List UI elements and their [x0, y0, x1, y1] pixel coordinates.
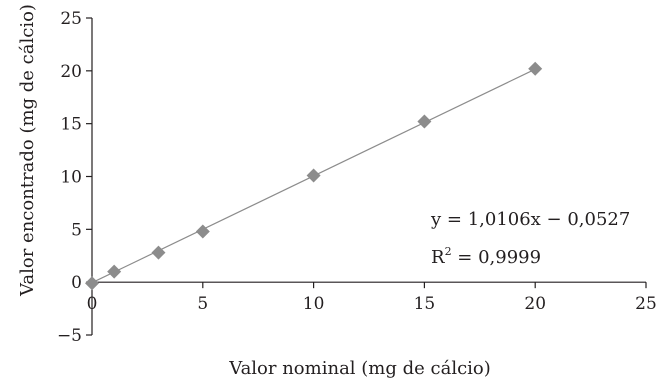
y-tick-label: 5: [71, 220, 82, 240]
data-point: [151, 245, 166, 260]
axes: [91, 18, 646, 335]
data-point: [195, 224, 210, 239]
y-tick-label: 15: [60, 115, 82, 135]
data-point: [528, 61, 543, 76]
r-squared-symbol: R: [431, 247, 445, 268]
data-point: [107, 264, 122, 279]
y-tick-label: 20: [60, 62, 82, 82]
data-points: [85, 61, 543, 291]
y-tick-label: −5: [57, 326, 82, 346]
x-tick-label: 5: [197, 294, 208, 314]
x-tick-label: 15: [414, 294, 436, 314]
x-tick-label: 20: [524, 294, 546, 314]
y-tick-label: 10: [60, 168, 82, 188]
regression-equation: y = 1,0106x − 0,0527: [430, 209, 630, 230]
data-point: [306, 168, 321, 183]
r-squared-exponent: 2: [445, 245, 452, 258]
y-axis-title: Valor encontrado (mg de cálcio): [17, 4, 38, 297]
r-squared-label: R2 = 0,9999: [431, 245, 541, 268]
r-squared-value: = 0,9999: [452, 247, 542, 268]
y-tick-label: 0: [71, 273, 82, 293]
data-point: [85, 276, 99, 291]
x-tick-label: 0: [87, 294, 98, 314]
data-point: [417, 114, 432, 129]
x-tick-label: 25: [635, 294, 656, 314]
x-tick-label: 10: [303, 294, 325, 314]
y-tick-label: 25: [60, 9, 82, 29]
x-axis-title: Valor nominal (mg de cálcio): [228, 358, 491, 379]
